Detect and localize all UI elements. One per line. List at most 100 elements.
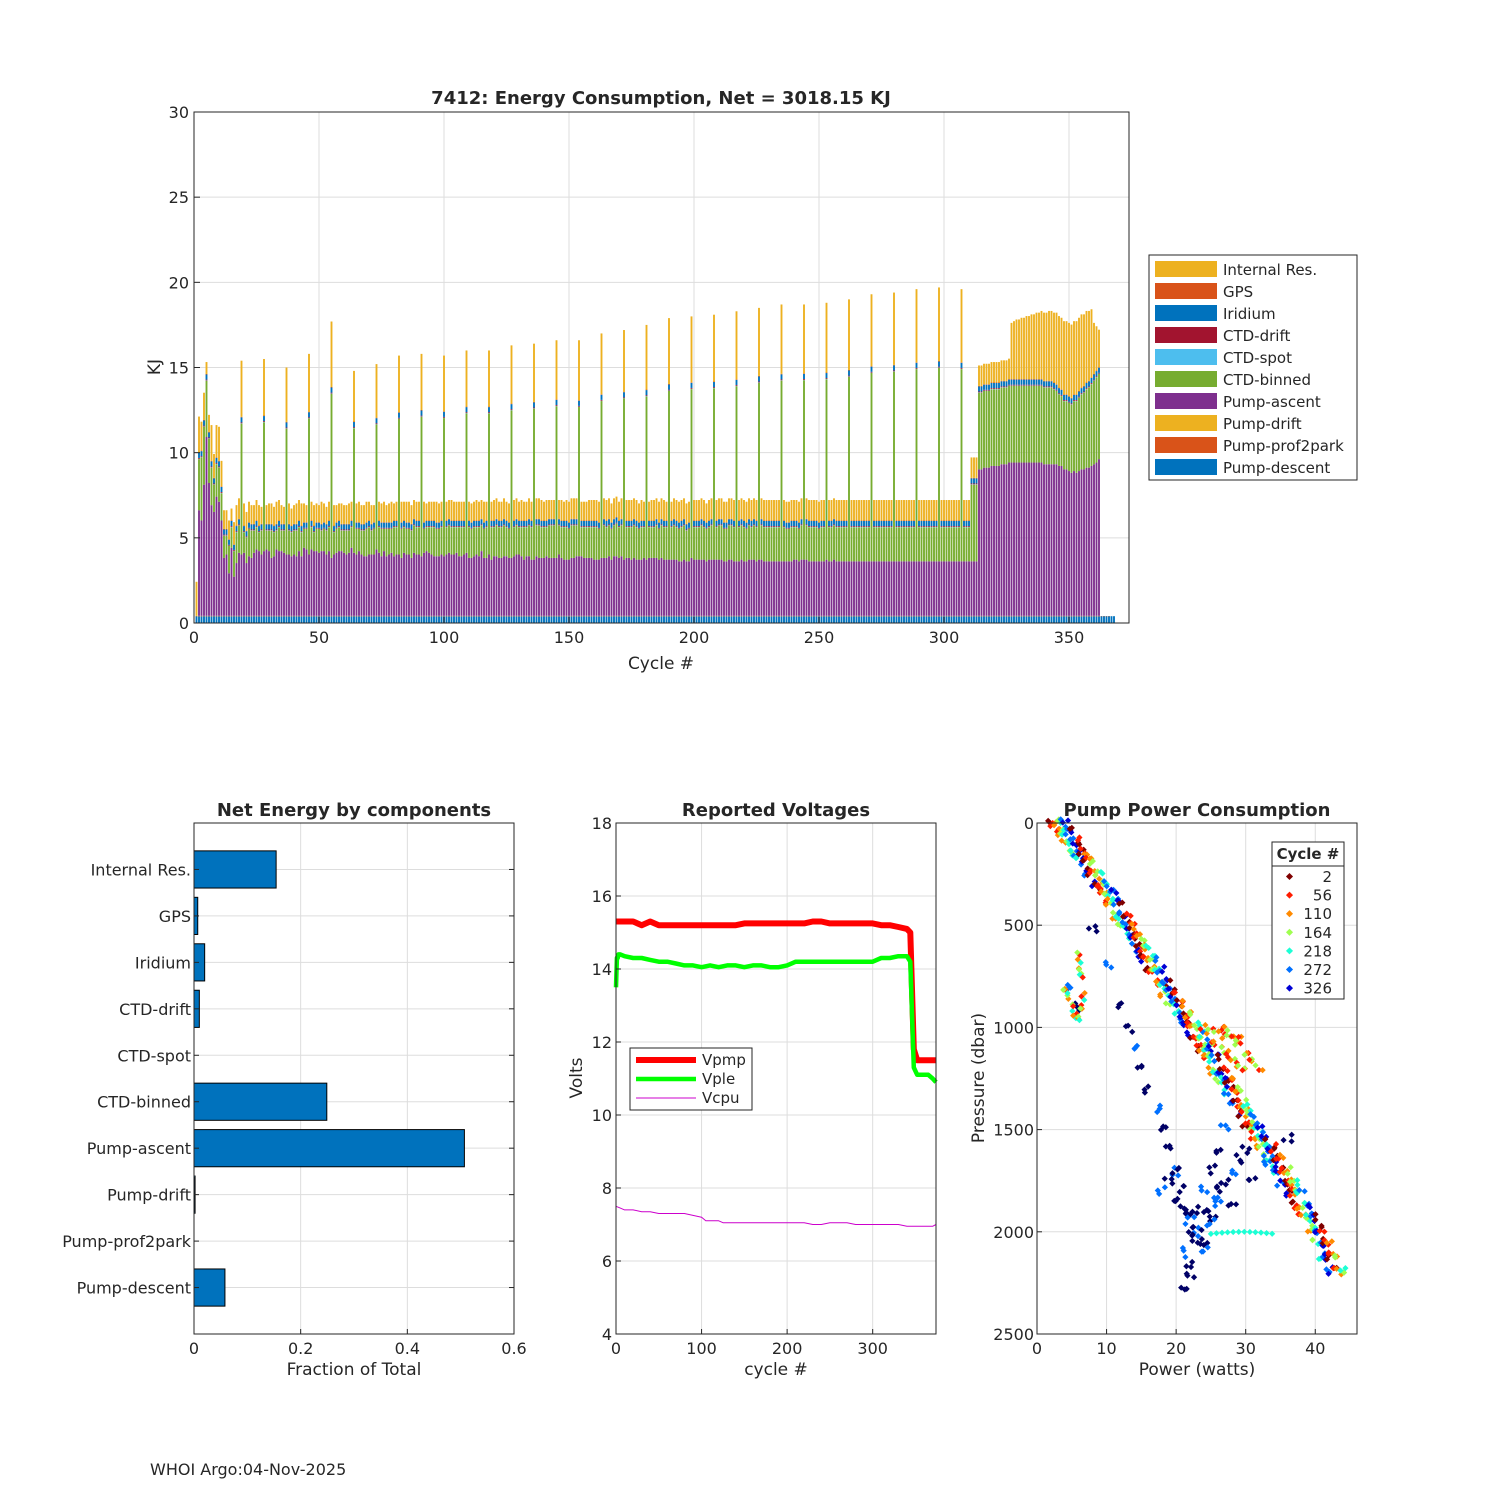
energy-bar-ctd-drift	[1010, 384, 1013, 386]
energy-bar-ctd-drift	[323, 527, 325, 529]
energy-bar-internal-res-	[483, 501, 485, 523]
energy-bar-internal-res-	[260, 506, 263, 524]
energy-bar-internal-res-	[680, 500, 683, 521]
energy-bar-gps	[1063, 394, 1065, 395]
energy-bar-iridium	[460, 520, 463, 527]
pump-power-point	[1206, 1058, 1213, 1065]
energy-bar-pump-descent	[453, 616, 455, 623]
energy-bar-pump-descent	[1033, 616, 1035, 623]
energy-bar-pump-ascent	[608, 556, 610, 616]
pump-power-point	[1200, 1052, 1207, 1059]
energy-bar-pump-descent	[723, 616, 725, 623]
energy-xtick-label: 200	[679, 628, 710, 647]
energy-bar-ctd-drift	[780, 379, 783, 381]
energy-bar-ctd-drift	[583, 526, 585, 527]
energy-bar-internal-res-	[285, 367, 288, 422]
energy-bar-gps	[1030, 379, 1033, 380]
energy-bar-stack	[553, 500, 555, 623]
energy-bar-pump-descent	[643, 616, 645, 623]
energy-bar-ctd-binned	[685, 530, 688, 562]
energy-bar-gps	[310, 520, 313, 521]
energy-bar-gps	[858, 520, 860, 521]
energy-bar-iridium	[968, 520, 970, 527]
energy-bar-iridium	[518, 520, 520, 527]
pump-power-point	[1145, 1083, 1152, 1090]
energy-bar-pump-ascent	[950, 561, 953, 616]
energy-bar-pump-descent	[505, 616, 508, 623]
energy-bar-stack	[235, 505, 238, 623]
energy-bar-stack	[423, 501, 425, 623]
energy-bar-ctd-drift	[598, 527, 600, 529]
energy-bar-internal-res-	[1093, 322, 1095, 374]
energy-bar-stack	[278, 500, 280, 623]
energy-bar-gps	[470, 522, 473, 523]
energy-bar-pump-descent	[778, 616, 780, 623]
energy-bar-pump-ascent	[790, 561, 793, 616]
energy-bar-gps	[808, 520, 810, 521]
energy-bar-pump-descent	[1065, 616, 1068, 623]
energy-bar-ctd-binned	[988, 391, 990, 468]
energy-bar-gps	[843, 520, 845, 521]
energy-bar-internal-res-	[745, 501, 748, 523]
energy-bar-internal-res-	[953, 500, 955, 521]
energy-bar-iridium	[543, 520, 545, 527]
energy-bar-pump-ascent	[838, 561, 840, 616]
energy-bar-iridium	[585, 520, 588, 527]
energy-bar-iridium	[678, 522, 680, 528]
energy-bar-stack	[780, 304, 783, 623]
energy-bar-stack	[220, 460, 223, 623]
energy-bar-internal-res-	[748, 498, 750, 519]
energy-bar-ctd-drift	[448, 524, 450, 526]
energy-bar-pump-descent	[595, 616, 598, 623]
energy-bar-pump-ascent	[500, 557, 503, 616]
energy-bar-pump-descent	[570, 616, 573, 623]
energy-bar-iridium	[818, 522, 820, 528]
energy-bar-pump-ascent	[220, 520, 223, 616]
pump-power-point	[1161, 963, 1168, 970]
energy-bar-ctd-binned	[660, 525, 663, 558]
energy-bar-ctd-drift	[280, 529, 283, 531]
energy-bar-ctd-binned	[888, 527, 890, 562]
energy-bar-gps	[493, 520, 495, 521]
energy-bar-ctd-binned	[338, 527, 340, 552]
pump-power-point	[1092, 872, 1099, 879]
energy-bar-internal-res-	[778, 500, 780, 521]
energy-bar-pump-descent	[1055, 616, 1058, 623]
energy-bar-stack	[250, 505, 253, 623]
energy-bar-ctd-binned	[775, 527, 778, 562]
energy-bar-ctd-binned	[263, 422, 265, 552]
energy-bar-pump-ascent	[448, 552, 450, 616]
pump-power-point	[1153, 969, 1161, 976]
energy-bar-gps	[970, 477, 973, 479]
energy-bar-ctd-drift	[785, 527, 788, 529]
energy-bar-ctd-drift	[703, 526, 705, 527]
energy-bar-gps	[883, 520, 885, 521]
pump-power-point	[1208, 1052, 1215, 1059]
energy-bar-iridium	[300, 526, 303, 532]
energy-bar-pump-descent	[1098, 616, 1100, 623]
energy-bar-iridium	[470, 522, 473, 528]
energy-bar-internal-res-	[1040, 310, 1043, 380]
energy-bar-ctd-binned	[513, 527, 515, 557]
energy-bar-gps	[775, 520, 778, 521]
energy-bar-gps	[938, 361, 940, 362]
energy-bar-gps	[440, 520, 443, 521]
energy-bar-iridium	[695, 520, 698, 527]
energy-bar-ctd-binned	[378, 527, 380, 553]
energy-bar-iridium	[705, 522, 708, 528]
energy-bar-gps	[385, 522, 388, 523]
energy-bar-internal-res-	[1010, 322, 1013, 380]
energy-bar-gps	[558, 518, 560, 520]
energy-bar-stack	[373, 505, 375, 623]
energy-bar-stack	[520, 500, 523, 623]
energy-bar-pump-descent	[888, 616, 890, 623]
energy-bar-ctd-binned	[908, 527, 910, 562]
energy-bar-gps	[683, 518, 685, 520]
energy-bar-pump-ascent	[1040, 462, 1043, 616]
energy-bar-ctd-binned	[335, 528, 338, 553]
pump-power-point	[1064, 817, 1072, 824]
energy-bar-pump-descent	[323, 616, 325, 623]
energy-bar-stack	[618, 501, 620, 623]
energy-bar-iridium	[410, 524, 413, 530]
energy-bar-pump-descent	[680, 616, 683, 623]
